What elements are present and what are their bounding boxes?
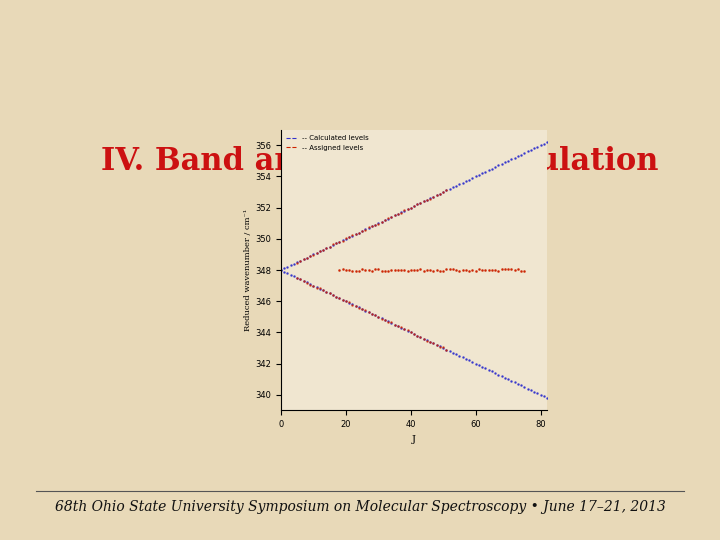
Y-axis label: Reduced wavenumber / cm⁻¹: Reduced wavenumber / cm⁻¹ xyxy=(244,209,252,331)
Text: 68th Ohio State University Symposium on Molecular Spectroscopy • June 17–21, 201: 68th Ohio State University Symposium on … xyxy=(55,500,665,514)
X-axis label: J: J xyxy=(412,435,416,444)
Legend: -- Calculated levels, -- Assigned levels: -- Calculated levels, -- Assigned levels xyxy=(284,133,372,153)
Text: IV. Band analysis and simulation: IV. Band analysis and simulation xyxy=(101,146,658,177)
